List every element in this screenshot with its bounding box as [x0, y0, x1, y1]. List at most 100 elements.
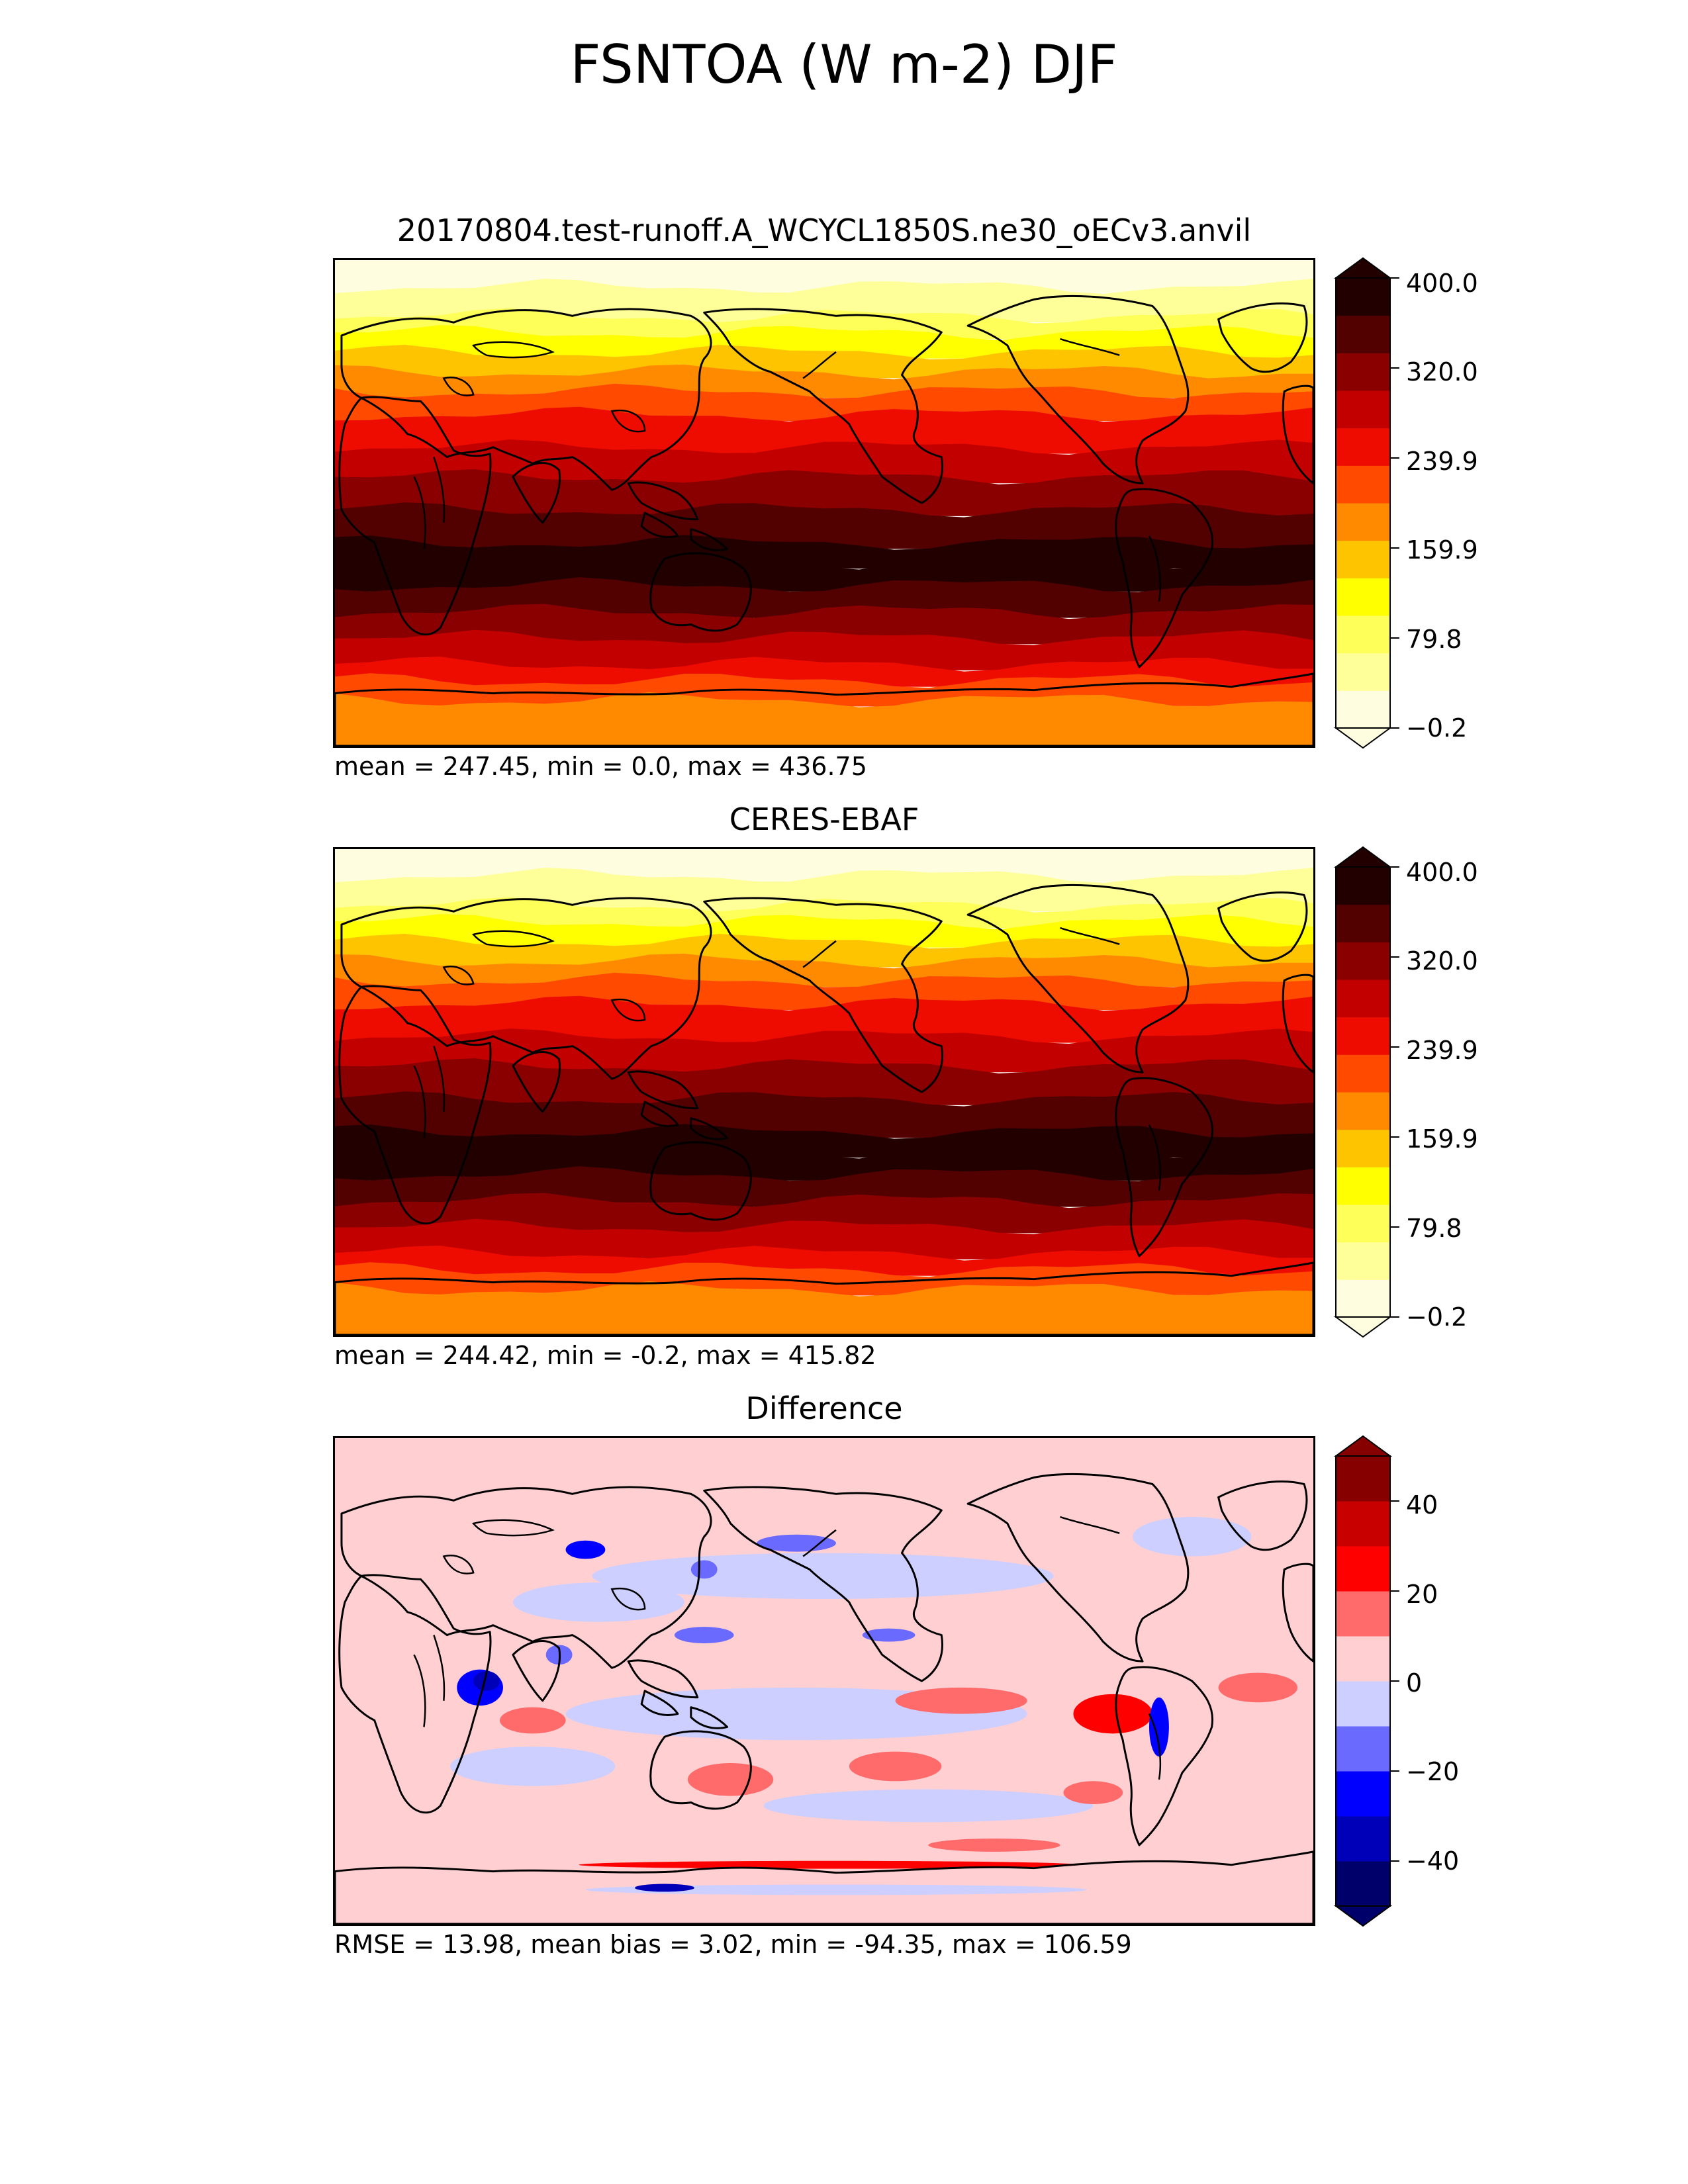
coastline — [1282, 1563, 1313, 1662]
field-patch — [473, 1671, 500, 1691]
colorbar-tick-label: 239.9 — [1406, 447, 1478, 476]
coastline — [335, 672, 1313, 746]
colorbar-tick-label: 159.9 — [1406, 1124, 1478, 1154]
coastline — [442, 377, 475, 396]
coastline — [338, 985, 492, 1225]
map-test[interactable] — [333, 258, 1315, 748]
colorbar-extend-min — [1333, 1316, 1393, 1338]
field-band — [335, 439, 1313, 484]
coastline — [802, 1516, 1120, 1557]
stats-text: mean = 244.42, min = -0.2, max = 415.82 — [334, 1341, 876, 1370]
coastline — [442, 966, 475, 985]
field-patch — [635, 1884, 694, 1892]
colorbar-segment — [1336, 1726, 1390, 1772]
colorbar-tick-label: 40 — [1406, 1490, 1438, 1520]
coastline — [640, 1690, 679, 1716]
colorbar-segment — [1336, 867, 1390, 905]
coastline — [512, 462, 561, 524]
colorbar-segment — [1336, 465, 1390, 504]
field-band — [335, 1166, 1313, 1207]
colorbar-tick-label: 239.9 — [1406, 1036, 1478, 1065]
colorbar-extend-min — [1333, 1905, 1393, 1927]
colorbar-segment — [1336, 979, 1390, 1018]
coastline — [627, 1659, 699, 1699]
coastline — [802, 338, 1120, 379]
colorbar-segment — [1336, 353, 1390, 391]
colorbar-tick-label: 320.0 — [1406, 357, 1478, 387]
field-band — [335, 1028, 1313, 1073]
field-patch — [512, 1582, 684, 1622]
field-patch — [763, 1789, 1094, 1823]
field-band — [335, 406, 1313, 454]
field-patch — [1218, 1672, 1298, 1703]
coastline-outlines — [335, 295, 1313, 746]
colorbar-extend-max — [1333, 846, 1393, 868]
panel-title: 20170804.test-runoff.A_WCYCL1850S.ne30_o… — [397, 212, 1252, 248]
coastline — [1115, 488, 1214, 668]
colorbar-extend-max — [1333, 1435, 1393, 1457]
field-band — [335, 1091, 1313, 1138]
field-bands — [335, 849, 1313, 1335]
coastline — [442, 1555, 475, 1574]
colorbar-segment — [1336, 1092, 1390, 1130]
coastline — [335, 1850, 1313, 1924]
colorbar-tick-label: −0.2 — [1406, 1302, 1468, 1332]
figure-title: FSNTOA (W m-2) DJF — [570, 34, 1118, 95]
coastline — [340, 308, 712, 491]
coastline — [627, 1070, 699, 1110]
field-band — [335, 604, 1313, 645]
field-patch — [450, 1747, 616, 1786]
field-patch — [862, 1628, 915, 1642]
coastline — [512, 1051, 561, 1113]
coastline — [413, 457, 1162, 602]
field-band — [335, 1281, 1313, 1335]
coastline — [1217, 302, 1308, 373]
colorbar-segment — [1336, 1129, 1390, 1167]
coastline — [610, 1587, 646, 1611]
colorbar-segment — [1336, 904, 1390, 942]
colorbar-segment — [1336, 615, 1390, 654]
stats-text: mean = 247.45, min = 0.0, max = 436.75 — [334, 752, 867, 781]
field-band — [335, 1218, 1313, 1259]
coastline-outlines — [335, 884, 1313, 1335]
coastline — [1115, 1077, 1214, 1257]
stats-text: RMSE = 13.98, mean bias = 3.02, min = -9… — [334, 1930, 1132, 1959]
coastline — [649, 552, 752, 632]
field-patch — [499, 1707, 566, 1734]
colorbar-segment — [1336, 1816, 1390, 1862]
field-patch — [690, 1560, 718, 1579]
colorbar-segment — [1336, 1636, 1390, 1682]
coastline — [1217, 1480, 1308, 1551]
colorbar-tick-label: 0 — [1406, 1668, 1423, 1698]
field-band — [335, 279, 1313, 323]
map-diff[interactable] — [333, 1436, 1315, 1926]
colorbar-segment — [1336, 1681, 1390, 1727]
field-band — [335, 629, 1313, 670]
field-band — [335, 577, 1313, 618]
field-band — [335, 469, 1313, 516]
colorbar-segment — [1336, 690, 1390, 729]
field-patch — [1073, 1694, 1152, 1734]
colorbar-tick-label: −40 — [1406, 1846, 1460, 1876]
colorbar-extend-max — [1333, 257, 1393, 279]
colorbar-segment — [1336, 1242, 1390, 1280]
coastline — [340, 897, 712, 1080]
map-obs[interactable] — [333, 847, 1315, 1337]
coastline — [966, 295, 1190, 484]
coastline — [471, 930, 555, 948]
colorbar-extend-min — [1333, 727, 1393, 749]
coastline — [649, 1141, 752, 1221]
field-patch — [1149, 1697, 1169, 1757]
colorbar-segment — [1336, 942, 1390, 980]
coastline — [512, 1640, 561, 1702]
colorbar-segment — [1336, 1017, 1390, 1055]
coastline — [413, 1635, 1162, 1780]
coastline — [690, 1706, 729, 1729]
colorbar-outline — [1335, 277, 1391, 729]
colorbar-outline — [1335, 866, 1391, 1318]
colorbar-tick-label: 159.9 — [1406, 535, 1478, 565]
colorbar-diff — [1333, 1435, 1399, 1927]
coastline-outlines — [335, 1473, 1313, 1924]
colorbar-tick-label: 400.0 — [1406, 269, 1478, 298]
coastline — [640, 1101, 679, 1127]
